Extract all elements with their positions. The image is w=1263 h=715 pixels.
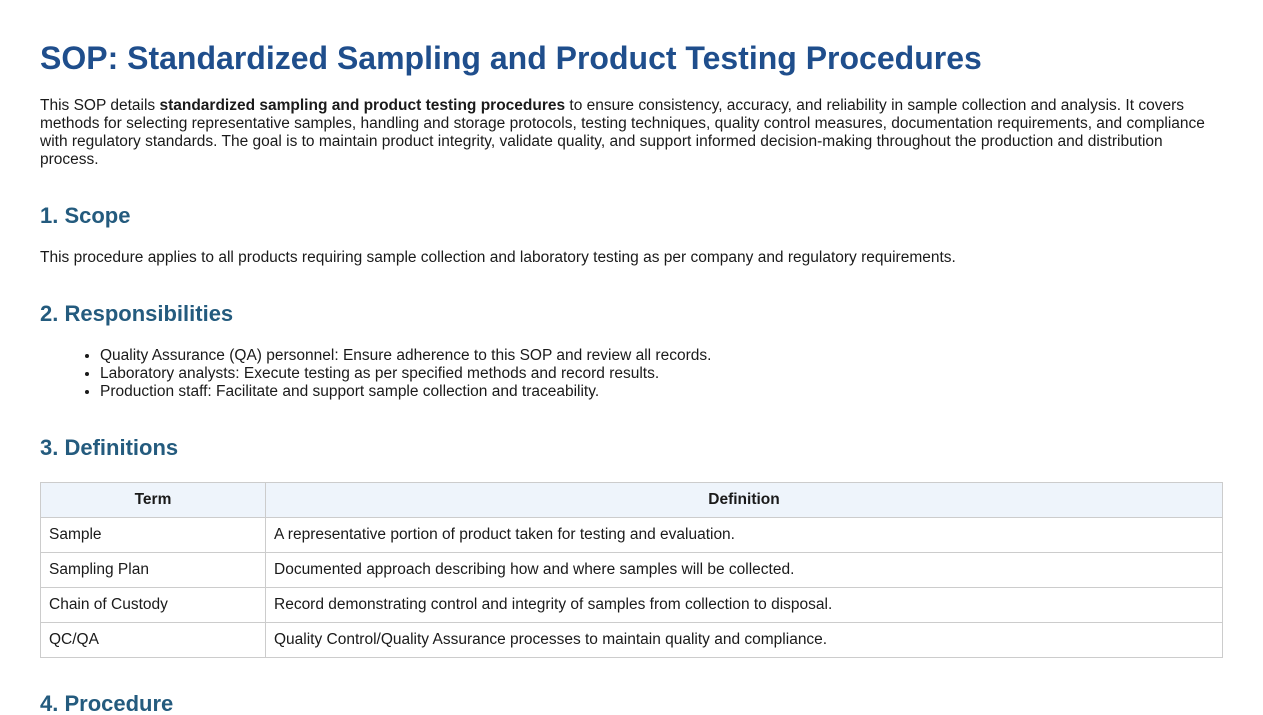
scope-text: This procedure applies to all products r… <box>40 249 956 266</box>
term-cell: Sample <box>40 517 266 553</box>
term-cell: QC/QA <box>40 622 266 658</box>
responsibilities-list: Quality Assurance (QA) personnel: Ensure… <box>40 347 711 401</box>
procedure-heading: 4. Procedure <box>40 691 174 715</box>
definition-cell: Quality Control/Quality Assurance proces… <box>265 622 1223 658</box>
table-row: QC/QA Quality Control/Quality Assurance … <box>40 622 1223 658</box>
list-item: Production staff: Facilitate and support… <box>100 383 711 401</box>
list-item: Laboratory analysts: Execute testing as … <box>100 365 711 383</box>
table-header-row: Term Definition <box>40 482 1223 518</box>
definitions-table: Term Definition Sample A representative … <box>40 482 1223 658</box>
column-header-definition: Definition <box>265 482 1223 518</box>
responsibilities-heading: 2. Responsibilities <box>40 301 234 326</box>
list-item: Quality Assurance (QA) personnel: Ensure… <box>100 347 711 365</box>
intro-prefix: This SOP details <box>40 97 160 114</box>
scope-heading: 1. Scope <box>40 203 131 228</box>
definitions-heading: 3. Definitions <box>40 435 179 460</box>
page-title: SOP: Standardized Sampling and Product T… <box>40 40 982 76</box>
table-row: Chain of Custody Record demonstrating co… <box>40 587 1223 623</box>
term-cell: Sampling Plan <box>40 552 266 588</box>
definition-cell: Documented approach describing how and w… <box>265 552 1223 588</box>
definition-cell: A representative portion of product take… <box>265 517 1223 553</box>
intro-paragraph: This SOP details standardized sampling a… <box>40 97 1223 169</box>
table-row: Sampling Plan Documented approach descri… <box>40 552 1223 588</box>
table-row: Sample A representative portion of produ… <box>40 517 1223 553</box>
intro-bold-phrase: standardized sampling and product testin… <box>159 97 566 114</box>
definition-cell: Record demonstrating control and integri… <box>265 587 1223 623</box>
column-header-term: Term <box>40 482 266 518</box>
intro-suffix: to ensure consistency, accuracy, and rel… <box>40 97 1205 168</box>
term-cell: Chain of Custody <box>40 587 266 623</box>
